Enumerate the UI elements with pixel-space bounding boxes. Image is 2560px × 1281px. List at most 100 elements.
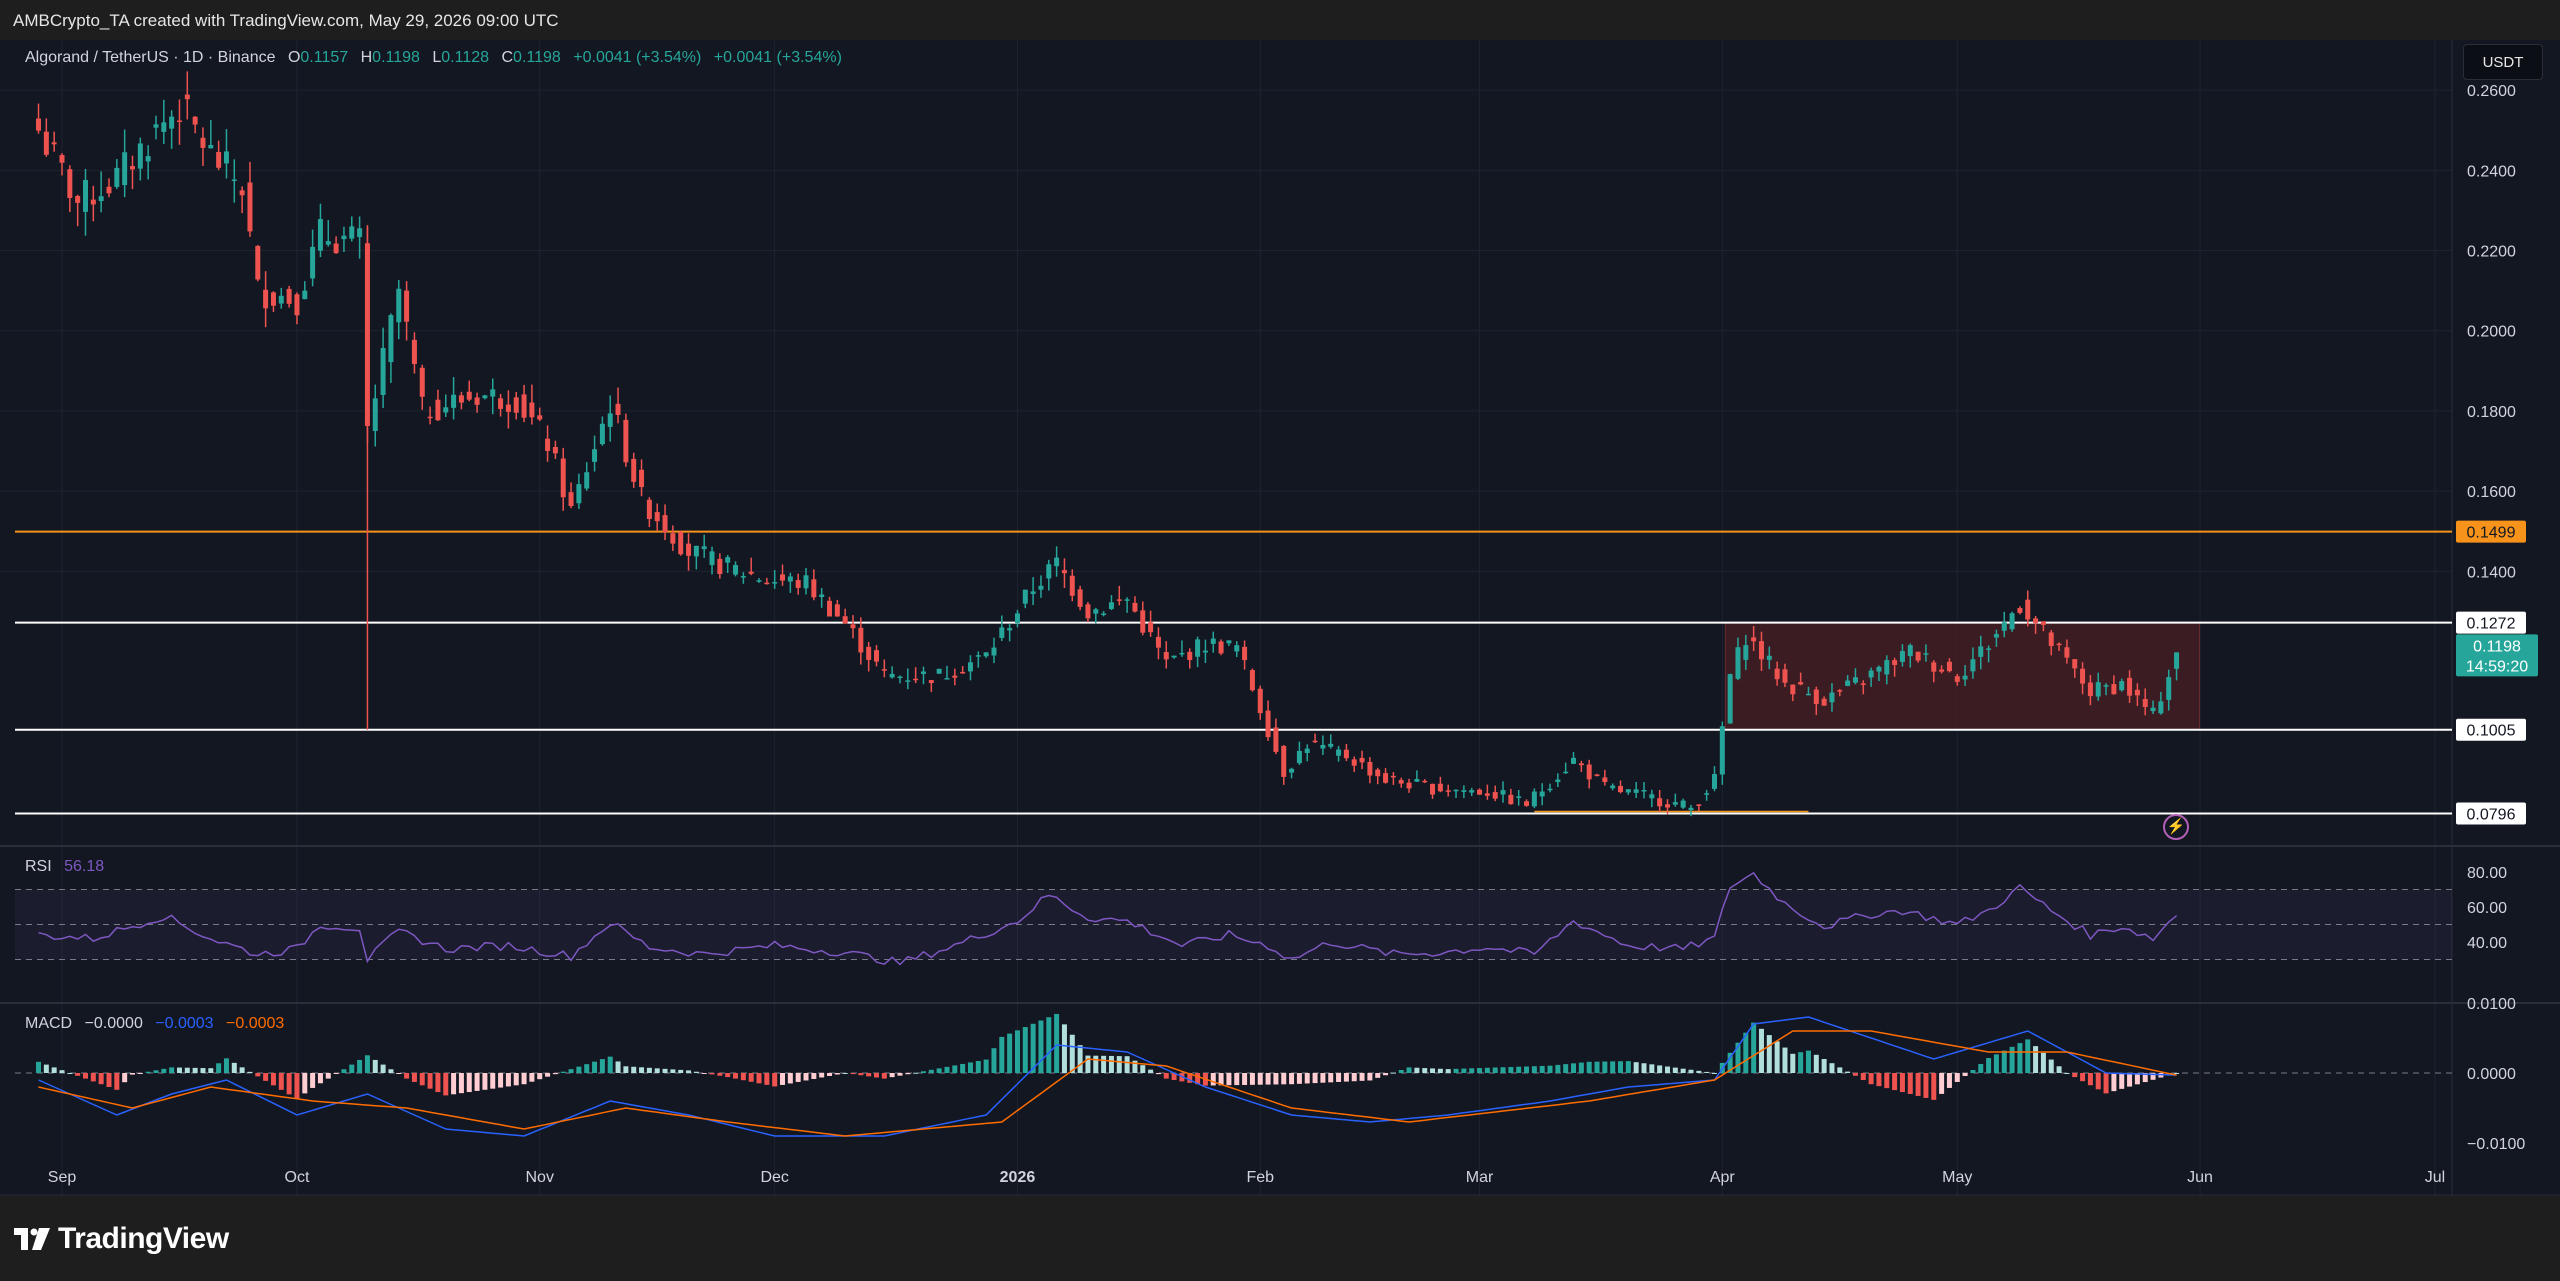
high-value: 0.1198 (372, 49, 420, 66)
symbol-title[interactable]: Algorand / TetherUS · 1D · Binance (25, 49, 276, 66)
candle-body (380, 347, 386, 395)
macd-hist-bar (733, 1073, 739, 1079)
candle-body (1704, 793, 1710, 795)
rsi-tick-label: 80.00 (2467, 865, 2507, 882)
low-label: L (432, 49, 442, 66)
macd-hist-bar (1132, 1060, 1138, 1073)
candle-body (701, 546, 707, 550)
macd-line (38, 1016, 2177, 1137)
macd-hist-bar (1069, 1034, 1075, 1073)
chart-panel[interactable]: 0.2600 0.2400 0.2200 0.2000 0.1800 0.1600 0.14… (0, 40, 2560, 1196)
macd-hist-bar (1461, 1068, 1467, 1073)
macd-hist-bar (678, 1069, 684, 1073)
candle-body (145, 156, 151, 162)
time-axis-label: Jun (2187, 1169, 2213, 1186)
time-axis-label: Oct (285, 1169, 310, 1186)
candle-body (545, 438, 551, 451)
candle-body (2040, 621, 2046, 625)
candle-body (975, 655, 981, 657)
macd-hist-bar (1618, 1061, 1624, 1073)
candle-body (905, 680, 911, 682)
rsi-legend[interactable]: RSI 56.18 (25, 858, 104, 876)
macd-hist-bar (396, 1073, 402, 1074)
macd-hist-bar (631, 1066, 637, 1073)
candle-body (1829, 692, 1835, 703)
macd-hist-bar (137, 1073, 143, 1074)
macd-hist-bar (905, 1073, 911, 1075)
macd-legend[interactable]: MACD −0.0000 −0.0003 −0.0003 (25, 1015, 284, 1033)
candle-body (2103, 685, 2109, 687)
candle-body (1892, 660, 1898, 665)
candle-body (803, 575, 809, 589)
macd-hist-bar (1868, 1073, 1874, 1085)
candle-body (827, 600, 833, 617)
candle-body (1500, 790, 1506, 795)
macd-hist-bar (325, 1073, 331, 1079)
candle-body (505, 404, 511, 412)
price-tick-label: 0.2200 (2467, 244, 2516, 261)
candle-body (1915, 651, 1921, 661)
candle-body (1163, 652, 1169, 660)
candle-body (1962, 675, 1968, 680)
macd-hist-bar (1155, 1073, 1161, 1075)
macd-hist-bar (1289, 1073, 1295, 1085)
price-tick-label: 0.2600 (2467, 83, 2516, 100)
candle-body (1007, 628, 1013, 631)
macd-hist-bar (1516, 1066, 1522, 1073)
tradingview-logo[interactable]: TradingView (14, 1222, 229, 1256)
macd-hist-bar (59, 1070, 65, 1073)
candle-body (1101, 613, 1107, 616)
candle-body (239, 190, 245, 196)
candle-body (607, 413, 613, 427)
macd-hist-bar (592, 1061, 598, 1073)
macd-hist-bar (983, 1059, 989, 1073)
candle-body (2111, 684, 2117, 695)
candle-body (357, 228, 363, 238)
currency-button[interactable]: USDT (2463, 44, 2543, 80)
last-price-countdown: 14:59:20 (2466, 658, 2528, 675)
candle-body (286, 288, 292, 304)
candle-body (2087, 682, 2093, 697)
macd-hist-bar (1884, 1073, 1890, 1089)
candle-body (639, 469, 645, 488)
macd-hist-bar (1563, 1064, 1569, 1073)
macd-hist-bar (466, 1073, 472, 1093)
macd-signal-value: −0.0003 (226, 1015, 285, 1032)
macd-hist-bar (1367, 1073, 1373, 1081)
macd-hist-bar (1265, 1073, 1271, 1085)
macd-hist-bar (388, 1069, 394, 1073)
macd-hist-bar (975, 1061, 981, 1073)
macd-hist-bar (2033, 1046, 2039, 1073)
candle-body (153, 124, 159, 128)
macd-hist-bar (1735, 1042, 1741, 1073)
close-value: 0.1198 (513, 49, 561, 66)
macd-hist-bar (1140, 1065, 1146, 1073)
macd-hist-bar (114, 1073, 120, 1090)
macd-hist-bar (341, 1069, 347, 1073)
time-axis-label: Dec (760, 1169, 788, 1186)
macd-hist-bar (1061, 1024, 1067, 1073)
macd-hist-bar (1993, 1054, 1999, 1073)
macd-hist-bar (1257, 1073, 1263, 1085)
macd-hist-bar (184, 1067, 190, 1073)
macd-hist-bar (1046, 1017, 1052, 1073)
macd-hist-bar (787, 1073, 793, 1084)
chart-canvas[interactable]: 0.2600 0.2400 0.2200 0.2000 0.1800 0.1600 0.14… (0, 40, 2560, 1196)
candle-body (1257, 688, 1263, 714)
candle-body (451, 394, 457, 408)
macd-hist-bar (842, 1073, 848, 1074)
candle-body (43, 131, 49, 155)
candle-body (1743, 645, 1749, 660)
macd-hist-bar (1774, 1041, 1780, 1073)
macd-hist-bar (952, 1065, 958, 1073)
macd-hist-bar (474, 1073, 480, 1091)
candle-body (1931, 662, 1937, 672)
macd-hist-bar (1320, 1073, 1326, 1083)
candle-body (1978, 646, 1984, 657)
candle-body (1022, 589, 1028, 604)
candle-body (873, 650, 879, 662)
macd-hist-bar (419, 1073, 425, 1086)
lightning-icon[interactable]: ⚡ (2163, 814, 2189, 840)
time-axis-label: Nov (526, 1169, 554, 1186)
macd-hist-bar (169, 1067, 175, 1073)
